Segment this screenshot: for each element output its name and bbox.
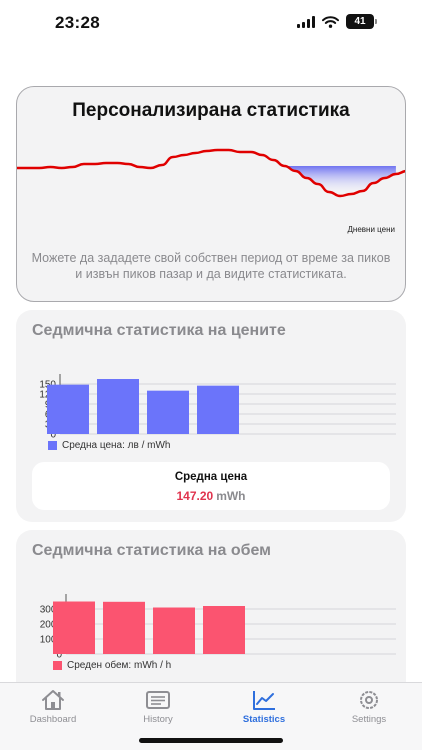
weekly-volume-y-tick-label: 0: [56, 650, 62, 661]
weekly-volume-y-tick-label: 3000: [40, 605, 63, 616]
cellular-signal-icon: [297, 15, 315, 28]
weekly-price-bar: [47, 384, 89, 434]
weekly-price-bar: [147, 390, 189, 434]
personal-statistics-card[interactable]: Персонализирана статистика Дневни цени М…: [16, 86, 406, 302]
weekly-volume-y-tick-label: 2000: [40, 620, 63, 631]
tab-statistics-label: Statistics: [242, 714, 286, 725]
personal-statistics-description: Можете да зададете свой собствен период …: [31, 251, 391, 281]
average-price-box: Средна цена 147.20 mWh: [32, 462, 390, 510]
daily-price-curve-line: [17, 148, 405, 198]
tab-history-label: History: [143, 714, 173, 725]
history-icon: [146, 691, 170, 709]
daily-prices-label: Дневни цени: [347, 225, 395, 234]
weekly-volume-bar: [153, 607, 195, 654]
average-price-value-row: 147.20 mWh: [32, 489, 390, 503]
weekly-price-chart: 1501209060300: [39, 374, 396, 441]
home-indicator: [139, 738, 283, 743]
weekly-volume-bar: [53, 601, 95, 654]
daily-price-curve-fill: [284, 166, 396, 196]
weekly-price-y-tick-label: 0: [50, 430, 56, 441]
tab-dashboard[interactable]: Dashboard: [8, 689, 98, 725]
tab-statistics[interactable]: Statistics: [219, 689, 309, 725]
weekly-price-card: Седмична статистика на цените 1501209060…: [16, 310, 406, 522]
weekly-volume-card: Седмична статистика на обем 3000 2000 1000…: [16, 530, 406, 690]
weekly-volume-chart: 3000 2000 1000 0: [40, 594, 396, 661]
weekly-volume-legend-swatch: [53, 661, 62, 670]
statistics-icon: [253, 691, 275, 710]
status-icons: 41: [297, 14, 377, 29]
tab-settings[interactable]: Settings: [324, 689, 414, 725]
tab-history[interactable]: History: [113, 689, 203, 725]
personal-statistics-title: Персонализирана статистика: [72, 100, 350, 121]
weekly-volume-bar: [103, 601, 145, 654]
weekly-price-bar: [197, 385, 239, 434]
battery-level: 41: [354, 16, 366, 27]
status-time: 23:28: [55, 13, 100, 32]
average-price-label: Средна цена: [174, 471, 248, 483]
weekly-volume-legend-label: Среден обем: mWh / h: [67, 660, 172, 671]
weekly-price-legend: Средна цена: лв / mWh: [48, 440, 170, 451]
home-icon: [42, 690, 64, 710]
weekly-volume-bar: [203, 606, 245, 654]
weekly-volume-legend: Среден обем: mWh / h: [53, 660, 171, 671]
weekly-price-legend-swatch: [48, 441, 57, 450]
settings-icon: [360, 691, 378, 709]
tab-settings-label: Settings: [351, 714, 387, 725]
weekly-volume-y-tick-label: 1000: [40, 635, 63, 646]
weekly-volume-title: Седмична статистика на обем: [32, 542, 271, 559]
average-price-unit: mWh: [216, 489, 246, 503]
status-bar: 23:28 41: [0, 0, 422, 48]
daily-price-curve: [17, 148, 405, 198]
tab-dashboard-label: Dashboard: [29, 714, 77, 725]
battery-icon: 41: [346, 14, 377, 29]
weekly-price-title: Седмична статистика на цените: [32, 322, 286, 339]
weekly-price-legend-label: Средна цена: лв / mWh: [62, 440, 171, 451]
average-price-value: 147.20: [176, 489, 214, 503]
wifi-icon: [322, 15, 339, 28]
weekly-price-bar: [97, 379, 139, 434]
